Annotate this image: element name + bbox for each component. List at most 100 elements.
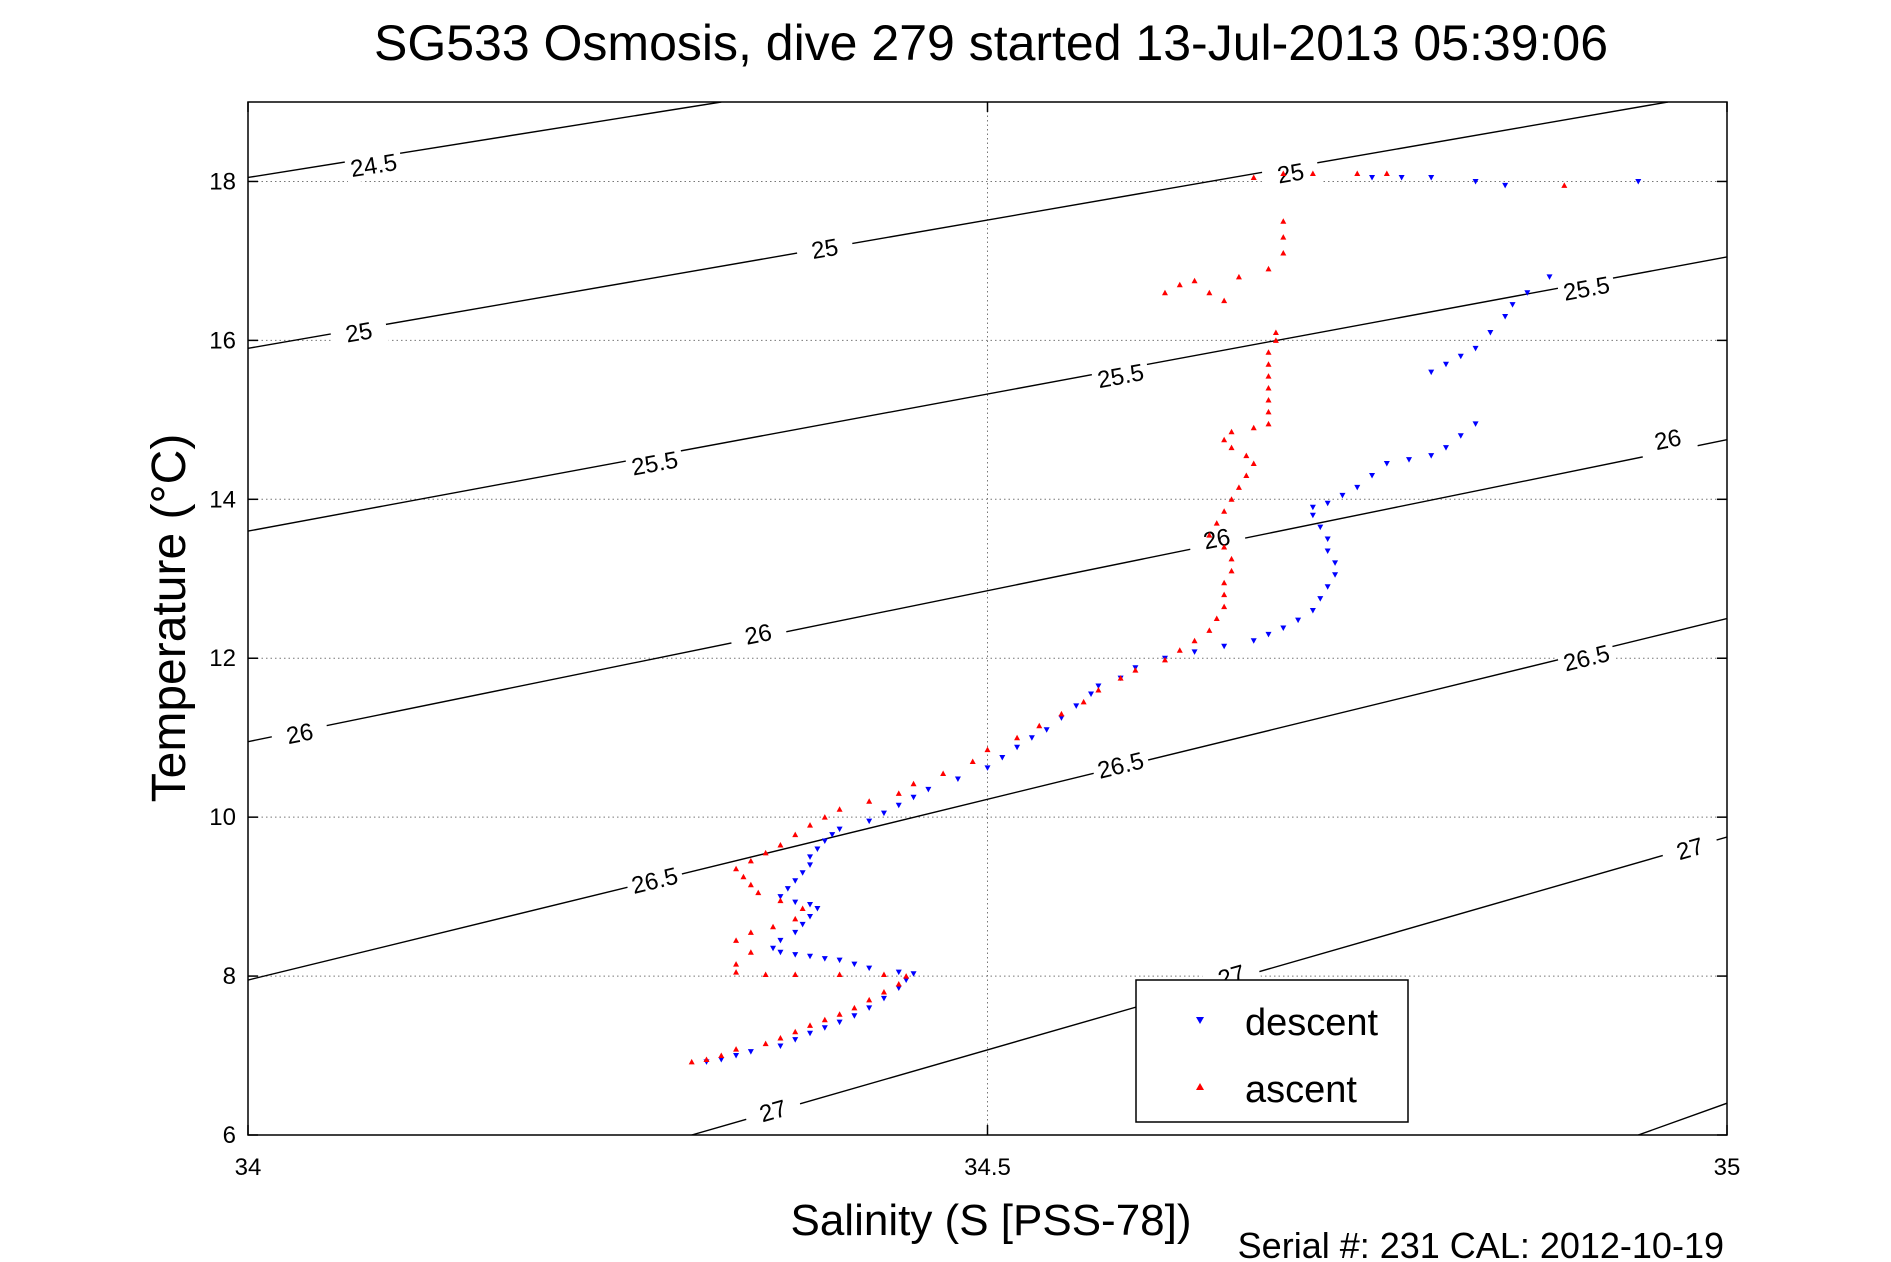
ascent-point bbox=[1191, 637, 1198, 644]
contour-line bbox=[248, 256, 1727, 532]
contour-label-bg bbox=[1186, 519, 1247, 559]
contour-line bbox=[248, 102, 722, 179]
series-ascent bbox=[688, 170, 1568, 1065]
descent-point bbox=[1369, 472, 1376, 479]
ascent-point bbox=[792, 971, 799, 977]
descent-point bbox=[799, 921, 806, 928]
ascent-point bbox=[1117, 675, 1124, 681]
ascent-point bbox=[718, 1052, 725, 1059]
descent-point bbox=[1332, 572, 1339, 578]
legend-box bbox=[1135, 979, 1409, 1123]
ascent-point bbox=[836, 971, 843, 977]
contour-label-bg bbox=[1659, 827, 1721, 871]
contour-label: 26 bbox=[743, 619, 775, 651]
contour-label: 26 bbox=[1652, 424, 1684, 456]
contour-line bbox=[248, 102, 1668, 350]
descent-point bbox=[829, 832, 836, 838]
descent-point bbox=[770, 945, 777, 952]
descent-point bbox=[836, 1019, 843, 1026]
descent-point bbox=[807, 862, 814, 868]
ascent-point bbox=[1221, 297, 1228, 304]
ascent-point bbox=[903, 973, 910, 979]
ascent-point bbox=[910, 780, 917, 787]
ascent-point bbox=[799, 905, 806, 912]
descent-point bbox=[895, 802, 902, 809]
ascent-point bbox=[1265, 373, 1272, 379]
descent-point bbox=[1524, 290, 1531, 296]
ascent-point bbox=[1265, 396, 1272, 403]
ascent-point bbox=[1191, 277, 1198, 284]
ascent-point bbox=[1272, 337, 1279, 343]
ascent-point bbox=[807, 1022, 814, 1028]
x-tick-label: 35 bbox=[1714, 1154, 1741, 1181]
ascent-point bbox=[733, 1046, 740, 1052]
descent-point bbox=[747, 1049, 754, 1055]
ascent-point bbox=[1206, 532, 1213, 538]
descent-point bbox=[1406, 457, 1413, 463]
descent-point bbox=[1354, 484, 1361, 491]
ascent-point bbox=[1161, 656, 1168, 663]
descent-point bbox=[910, 794, 917, 801]
descent-point bbox=[807, 854, 814, 860]
descent-point bbox=[1509, 302, 1516, 308]
ascent-point bbox=[762, 1040, 769, 1047]
descent-point bbox=[866, 818, 873, 825]
ascent-point bbox=[1243, 472, 1250, 478]
descent-point bbox=[777, 894, 784, 900]
contour-line bbox=[248, 439, 1727, 743]
ascent-point bbox=[1058, 710, 1065, 717]
descent-point bbox=[1635, 178, 1642, 185]
ascent-point bbox=[733, 865, 740, 872]
ascent-point bbox=[1161, 289, 1168, 296]
descent-point bbox=[903, 977, 910, 984]
descent-point bbox=[1317, 596, 1324, 602]
y-tick-label: 14 bbox=[209, 486, 236, 513]
descent-point bbox=[1428, 453, 1435, 459]
contour-label-bg bbox=[728, 615, 789, 654]
legend-label-descent: descent bbox=[1245, 1002, 1379, 1044]
ascent-point bbox=[836, 806, 843, 812]
descent-point bbox=[836, 826, 843, 833]
descent-point bbox=[784, 886, 791, 892]
ascent-point bbox=[866, 996, 873, 1003]
ascent-point bbox=[777, 841, 784, 848]
descent-point bbox=[1428, 174, 1435, 181]
descent-point bbox=[1332, 560, 1339, 566]
descent-point bbox=[792, 878, 799, 884]
ascent-point bbox=[895, 790, 902, 796]
ascent-point bbox=[821, 1016, 828, 1023]
descent-point bbox=[807, 1030, 814, 1037]
descent-point bbox=[777, 1043, 784, 1050]
descent-point bbox=[1442, 445, 1449, 451]
descent-point bbox=[1324, 500, 1331, 507]
ascent-point bbox=[1235, 484, 1242, 490]
x-axis-label: Salinity (S [PSS-78]) bbox=[790, 1196, 1191, 1245]
descent-point bbox=[718, 1057, 725, 1063]
descent-point bbox=[1339, 492, 1346, 499]
ascent-point bbox=[1250, 460, 1257, 467]
descent-point bbox=[814, 906, 821, 912]
descent-point bbox=[1324, 548, 1331, 554]
ascent-point bbox=[1250, 174, 1257, 180]
contour-label: 26 bbox=[284, 718, 316, 750]
ascent-point bbox=[1235, 273, 1242, 280]
ascent-point bbox=[1080, 698, 1087, 705]
descent-point bbox=[807, 953, 814, 960]
ascent-point bbox=[1221, 508, 1228, 514]
descent-point bbox=[1324, 536, 1331, 543]
ascent-point bbox=[792, 1028, 799, 1035]
x-tick-label: 34.5 bbox=[964, 1154, 1011, 1181]
grid-lines bbox=[248, 102, 1727, 1135]
ascent-point bbox=[792, 831, 799, 838]
ascent-point bbox=[1280, 234, 1287, 240]
contour-label-bg bbox=[1090, 357, 1151, 396]
ascent-point bbox=[733, 961, 740, 967]
contour-line bbox=[248, 617, 1727, 981]
ascent-point bbox=[1243, 452, 1250, 459]
ascent-point bbox=[1265, 349, 1272, 355]
descent-point bbox=[866, 1005, 873, 1011]
descent-point bbox=[1058, 715, 1065, 721]
contour-label-bg bbox=[343, 147, 404, 184]
descent-point bbox=[1043, 727, 1050, 733]
ascent-point bbox=[770, 923, 777, 930]
